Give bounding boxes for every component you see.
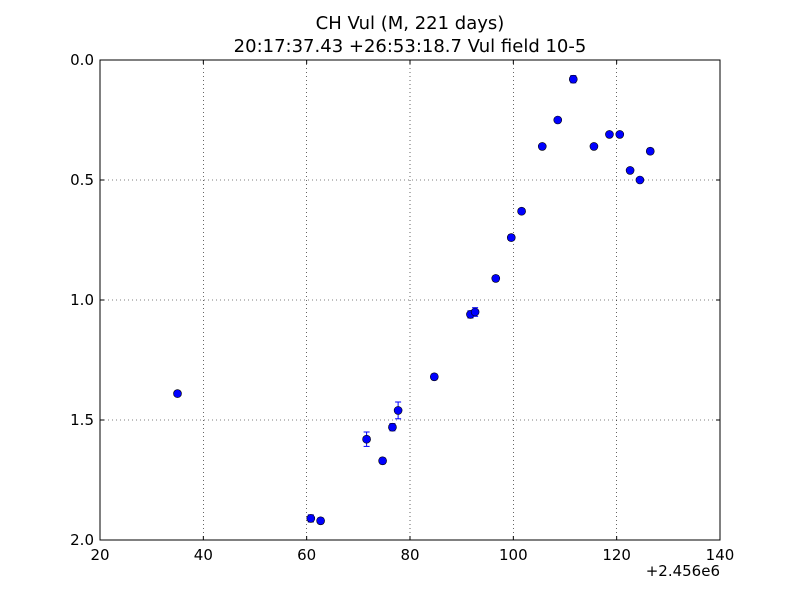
- grid-lines: [100, 60, 720, 540]
- data-point: [589, 142, 599, 151]
- x-tick-label: 140: [706, 546, 735, 564]
- data-point: [429, 372, 439, 382]
- chart-subtitle: 20:17:37.43 +26:53:18.7 Vul field 10-5: [234, 36, 587, 57]
- data-point: [378, 456, 387, 466]
- data-point: [362, 434, 371, 444]
- y-tick-label: 1.0: [70, 291, 94, 309]
- chart-title: CH Vul (M, 221 days): [316, 13, 505, 34]
- data-point: [568, 74, 578, 84]
- x-tick-label: 120: [602, 546, 631, 564]
- data-point: [173, 389, 182, 398]
- data-point: [635, 175, 645, 185]
- data-point: [393, 406, 403, 415]
- x-offset-label: +2.456e6: [646, 562, 720, 580]
- data-point: [625, 166, 635, 175]
- data-point: [615, 130, 625, 139]
- x-tick-label: 60: [297, 546, 316, 564]
- data-point: [491, 274, 501, 283]
- x-tick-label: 80: [400, 546, 419, 564]
- data-point: [605, 130, 614, 139]
- y-tick-label: 1.5: [70, 411, 94, 429]
- data-point: [470, 307, 480, 317]
- x-tick-label: 40: [194, 546, 213, 564]
- x-tick-label: 20: [90, 546, 109, 564]
- data-point: [537, 142, 547, 151]
- data-point: [517, 206, 526, 216]
- data-points: [173, 74, 655, 526]
- y-tick-label: 2.0: [70, 531, 94, 549]
- data-point: [306, 514, 316, 523]
- y-tick-label: 0.5: [70, 171, 94, 189]
- data-point: [388, 422, 397, 432]
- data-point: [316, 516, 325, 526]
- y-tick-label: 0.0: [70, 51, 94, 69]
- data-point: [553, 115, 563, 125]
- data-point: [506, 233, 516, 242]
- x-tick-label: 100: [499, 546, 528, 564]
- tick-labels: 20 40 60 80 100 120 140 0.0 0.5 1.0 1.5 2.0: [70, 51, 734, 564]
- data-point: [645, 146, 655, 156]
- plot-frame: [99, 59, 721, 541]
